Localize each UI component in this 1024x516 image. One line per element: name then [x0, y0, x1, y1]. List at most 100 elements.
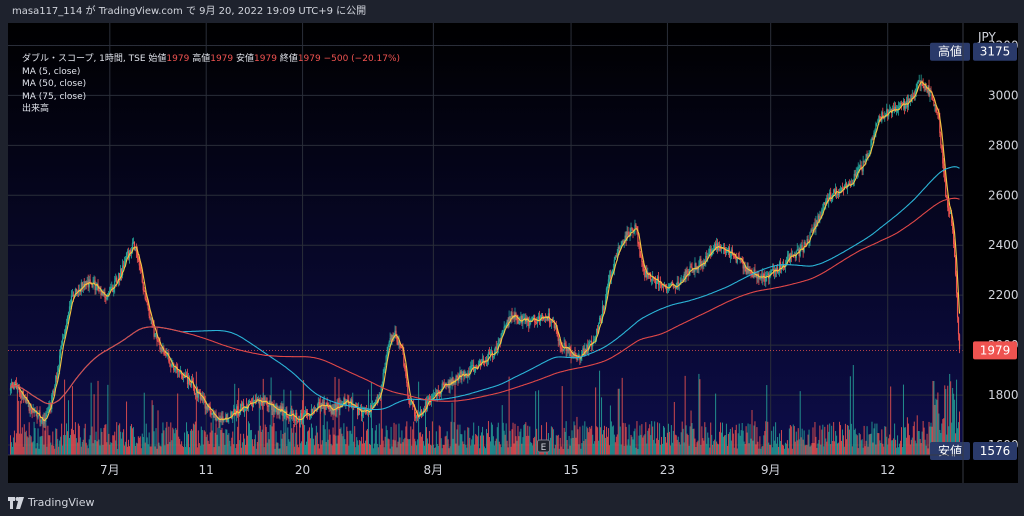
volume-bar	[128, 446, 130, 455]
candle-body	[652, 276, 654, 280]
volume-bar	[281, 438, 283, 455]
candle-body	[151, 317, 153, 324]
candle-body	[64, 328, 67, 335]
volume-bar	[459, 424, 461, 455]
candle-body	[238, 414, 240, 416]
candle-body	[259, 399, 261, 405]
volume-bar	[675, 435, 677, 455]
volume-bar	[10, 435, 11, 455]
candle-body	[404, 365, 406, 370]
candle-body	[721, 247, 724, 249]
candle-body	[933, 99, 935, 107]
volume-bar	[882, 443, 884, 455]
candle-body	[945, 181, 947, 197]
legend-ma50[interactable]: MA (50, close)	[22, 79, 87, 89]
volume-bar	[538, 390, 540, 455]
volume-bar	[366, 430, 368, 455]
candle-body	[685, 270, 687, 279]
volume-bar	[209, 432, 211, 455]
volume-bar	[183, 447, 185, 455]
volume-bar	[15, 433, 17, 455]
candle-body	[437, 390, 439, 392]
x-tick-label: 9月	[761, 463, 781, 477]
candle-body	[529, 320, 531, 327]
legend-ma5[interactable]: MA (5, close)	[22, 66, 81, 77]
candle-body	[886, 109, 888, 115]
candle-body	[823, 202, 825, 210]
volume-bar	[262, 378, 264, 455]
volume-bar	[79, 437, 81, 455]
candle-body	[889, 110, 891, 112]
candle-body	[599, 317, 602, 322]
candle-body	[592, 343, 594, 347]
candle-body	[522, 319, 524, 324]
candle-body	[371, 406, 373, 408]
volume-bar	[680, 432, 682, 455]
volume-bar	[299, 422, 301, 455]
volume-bar	[123, 429, 125, 455]
volume-bar	[13, 430, 15, 455]
candle-body	[441, 383, 443, 389]
candle-body	[181, 371, 183, 376]
volume-bar	[638, 435, 640, 455]
candle-body	[122, 265, 125, 267]
volume-bar	[172, 427, 174, 455]
candle-body	[157, 340, 159, 342]
candle-body	[333, 407, 335, 414]
candle-body	[300, 413, 302, 422]
volume-bar	[61, 423, 63, 455]
volume-bar	[50, 442, 52, 455]
candle-body	[708, 254, 710, 257]
volume-bar	[327, 439, 329, 455]
volume-bar	[904, 427, 906, 455]
candle-body	[329, 405, 331, 409]
volume-bar	[926, 433, 928, 455]
volume-bar	[83, 428, 85, 455]
candle-body	[209, 406, 211, 411]
candle-body	[890, 109, 892, 111]
candle-body	[853, 173, 855, 182]
volume-bar	[612, 425, 614, 455]
candle-body	[898, 106, 901, 108]
volume-bar	[560, 446, 562, 455]
candle-body	[427, 397, 430, 400]
volume-bar	[615, 436, 617, 455]
volume-bar	[227, 434, 229, 455]
candle-body	[461, 374, 463, 380]
candle-body	[158, 341, 160, 343]
price-chart[interactable]: 1600180020002200240026002800300032007月11…	[8, 23, 1019, 483]
volume-bar	[817, 443, 819, 455]
tradingview-brand[interactable]: TradingView	[8, 496, 94, 509]
candle-body	[726, 250, 729, 252]
volume-bar	[101, 431, 103, 455]
volume-bar	[886, 436, 888, 455]
candle-body	[498, 339, 500, 341]
publish-line: masa117_114 が TradingView.com で 9月 20, 2…	[0, 0, 1024, 23]
candle-body	[839, 190, 842, 192]
volume-bar	[562, 448, 564, 455]
candle-body	[201, 396, 203, 401]
candle-body	[233, 409, 235, 413]
volume-bar	[613, 434, 615, 455]
candle-body	[55, 376, 57, 386]
candle-body	[504, 326, 506, 328]
volume-bar	[69, 438, 71, 455]
volume-bar	[915, 443, 917, 455]
volume-bar	[257, 430, 259, 455]
legend-symbol[interactable]: ダブル・スコープ, 1時間, TSE	[22, 54, 146, 64]
legend-close-label: 終値	[279, 54, 298, 64]
volume-bar	[660, 444, 662, 455]
candle-body	[144, 290, 146, 299]
candle-body	[200, 396, 202, 400]
volume-bar	[121, 438, 123, 455]
chart-area[interactable]: 1600180020002200240026002800300032007月11…	[8, 23, 1019, 483]
legend-volume[interactable]: 出来高	[22, 104, 50, 114]
candle-body	[170, 364, 172, 367]
volume-bar	[254, 434, 256, 455]
volume-bar	[514, 423, 516, 455]
candle-body	[949, 210, 951, 214]
volume-bar	[306, 441, 308, 455]
legend-ma75[interactable]: MA (75, close)	[22, 91, 87, 102]
price-badge-value: 3175	[980, 45, 1011, 59]
candle-body	[121, 268, 123, 276]
